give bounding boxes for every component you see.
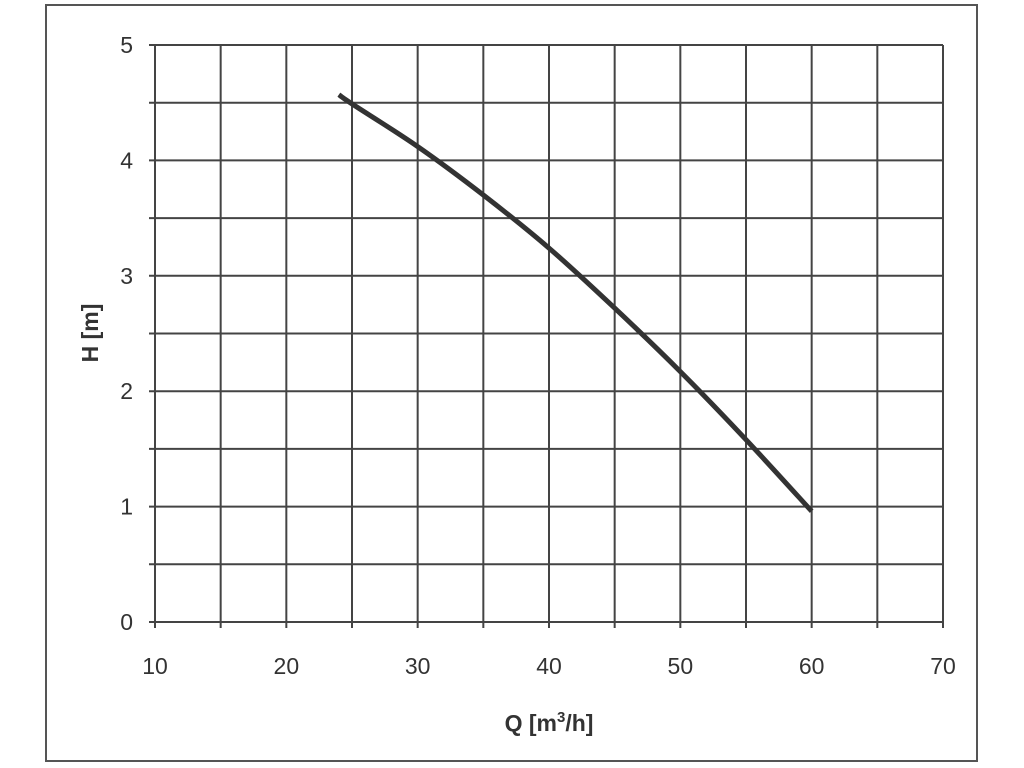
y-tick-label: 3 bbox=[120, 263, 133, 289]
x-tick-label: 50 bbox=[668, 653, 694, 679]
grid bbox=[149, 44, 944, 628]
y-tick-label: 5 bbox=[120, 32, 133, 58]
x-tick-label: 30 bbox=[405, 653, 431, 679]
y-tick-label: 2 bbox=[120, 378, 133, 404]
x-tick-label: 20 bbox=[274, 653, 300, 679]
x-tick-label: 70 bbox=[930, 653, 956, 679]
x-axis-label: Q [m3/h] bbox=[505, 709, 594, 736]
series-line-hq-curve bbox=[337, 92, 814, 513]
x-tick-label: 40 bbox=[536, 653, 562, 679]
y-tick-label: 0 bbox=[120, 609, 133, 635]
y-axis-label: H [m] bbox=[77, 304, 103, 363]
chart-frame bbox=[45, 4, 978, 762]
tick-labels: 10 20 30 40 50 60 70 0 1 2 3 4 5 bbox=[120, 32, 956, 679]
x-tick-label: 10 bbox=[142, 653, 168, 679]
y-tick-label: 1 bbox=[120, 494, 133, 520]
y-tick-label: 4 bbox=[120, 147, 133, 173]
x-tick-label: 60 bbox=[799, 653, 825, 679]
